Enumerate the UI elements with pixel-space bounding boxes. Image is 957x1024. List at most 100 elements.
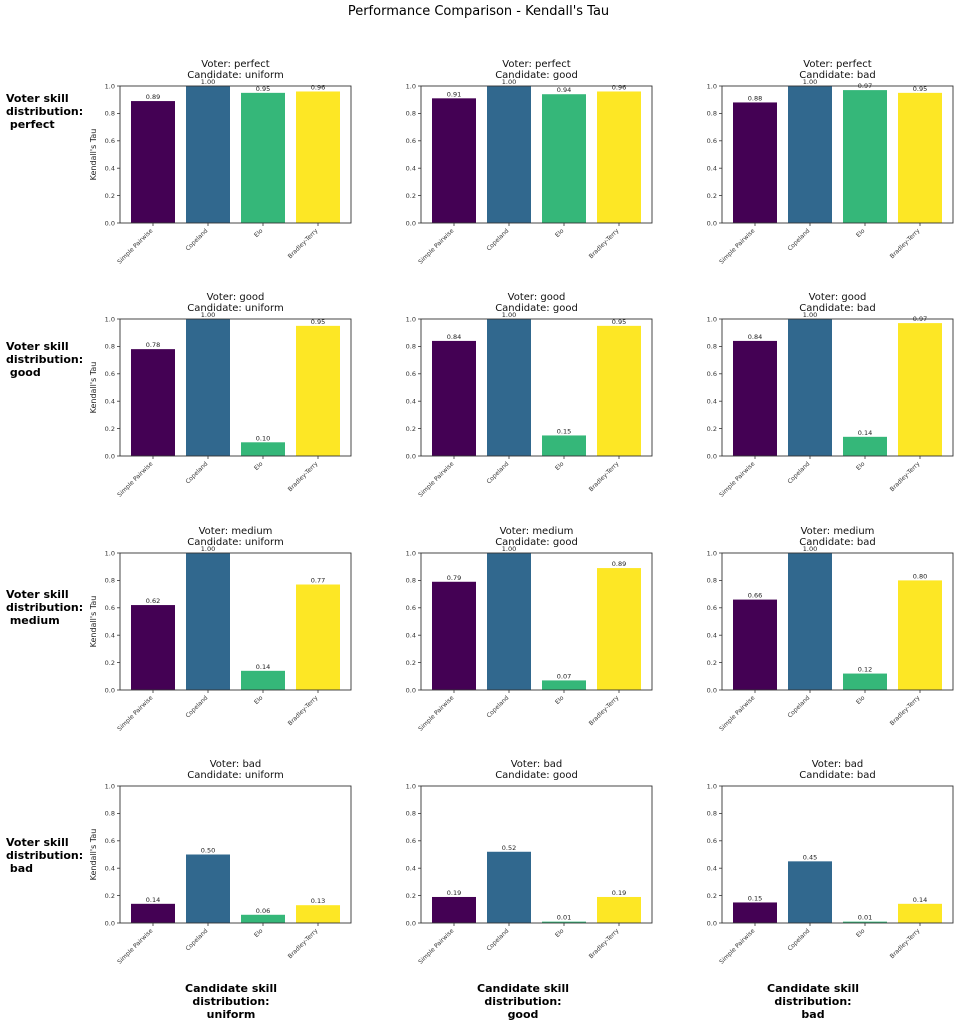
panel-title: Candidate: uniform bbox=[187, 70, 283, 81]
y-tick-label: 0.0 bbox=[707, 219, 717, 227]
x-tick-label: Bradley-Terry bbox=[889, 460, 922, 493]
data-label: 0.14 bbox=[913, 896, 927, 904]
y-tick-label: 0.4 bbox=[406, 165, 416, 173]
bar-copeland bbox=[788, 861, 832, 923]
y-tick-label: 0.4 bbox=[105, 632, 115, 640]
bar-copeland bbox=[487, 86, 531, 223]
bar-copeland bbox=[186, 553, 230, 690]
bar-bradley-terry bbox=[898, 580, 942, 690]
panel-title: Candidate: good bbox=[495, 70, 578, 81]
panel-title: Voter: perfect bbox=[502, 59, 571, 70]
y-tick-label: 0.6 bbox=[707, 604, 717, 612]
row-label-bad: Voter skill distribution: bad bbox=[6, 836, 84, 875]
bar-copeland bbox=[186, 86, 230, 223]
y-axis-label: Kendall's Tau bbox=[89, 596, 98, 648]
panel-title: Voter: bad bbox=[210, 759, 262, 770]
data-label: 0.88 bbox=[748, 94, 762, 102]
y-tick-label: 0.8 bbox=[707, 577, 717, 585]
bar-elo bbox=[843, 921, 887, 923]
y-tick-label: 0.6 bbox=[406, 370, 416, 378]
x-tick-label: Simple Pairwise bbox=[417, 927, 455, 965]
bar-simple-pairwise bbox=[131, 101, 175, 223]
x-tick-label: Copeland bbox=[184, 227, 209, 252]
bar-simple-pairwise bbox=[733, 902, 777, 923]
y-tick-label: 0.4 bbox=[105, 865, 115, 873]
x-tick-label: Bradley-Terry bbox=[588, 694, 621, 727]
x-tick-label: Copeland bbox=[485, 694, 510, 719]
panel-title: Candidate: bad bbox=[799, 537, 876, 548]
bar-copeland bbox=[788, 319, 832, 456]
y-tick-label: 1.0 bbox=[105, 82, 115, 90]
data-label: 0.94 bbox=[557, 86, 571, 94]
data-label: 0.01 bbox=[858, 914, 872, 922]
figure-title: Performance Comparison - Kendall's Tau bbox=[347, 4, 610, 19]
axes-frame bbox=[420, 318, 653, 457]
x-tick-label: Copeland bbox=[485, 227, 510, 252]
y-axis-label: Kendall's Tau bbox=[89, 129, 98, 181]
bar-bradley-terry bbox=[898, 92, 942, 223]
bar-simple-pairwise bbox=[131, 349, 175, 456]
data-label: 1.00 bbox=[502, 545, 516, 553]
y-tick-label: 1.0 bbox=[105, 549, 115, 557]
x-tick-label: Copeland bbox=[485, 927, 510, 952]
data-label: 0.96 bbox=[612, 83, 626, 91]
y-tick-label: 0.8 bbox=[707, 110, 717, 118]
x-tick-label: Simple Pairwise bbox=[718, 227, 756, 265]
y-tick-label: 0.2 bbox=[707, 192, 717, 200]
y-tick-label: 1.0 bbox=[406, 782, 416, 790]
panel-title: Candidate: bad bbox=[799, 770, 876, 781]
bar-elo bbox=[542, 680, 586, 690]
bar-simple-pairwise bbox=[131, 605, 175, 690]
bar-bradley-terry bbox=[296, 905, 340, 923]
panel-title: Voter: good bbox=[207, 292, 265, 303]
y-tick-label: 0.0 bbox=[105, 686, 115, 694]
y-tick-label: 1.0 bbox=[105, 782, 115, 790]
axes-frame bbox=[721, 785, 954, 924]
y-tick-label: 0.0 bbox=[105, 219, 115, 227]
bar-elo bbox=[241, 442, 285, 456]
bar-copeland bbox=[186, 854, 230, 923]
panel-title: Candidate: bad bbox=[799, 70, 876, 81]
axes-frame bbox=[119, 85, 352, 224]
x-tick-label: Elo bbox=[253, 694, 265, 706]
axes-frame bbox=[119, 552, 352, 691]
y-tick-label: 0.2 bbox=[105, 892, 115, 900]
y-tick-label: 0.0 bbox=[406, 219, 416, 227]
data-label: 1.00 bbox=[803, 545, 817, 553]
bar-bradley-terry bbox=[898, 323, 942, 456]
data-label: 0.50 bbox=[201, 847, 215, 855]
y-tick-label: 0.6 bbox=[406, 604, 416, 612]
y-tick-label: 1.0 bbox=[707, 782, 717, 790]
axes-frame bbox=[420, 552, 653, 691]
data-label: 0.06 bbox=[256, 907, 270, 915]
panel-title: Voter: perfect bbox=[803, 59, 872, 70]
panel-title: Voter: medium bbox=[801, 526, 875, 537]
y-tick-label: 0.0 bbox=[105, 919, 115, 927]
panel-title: Candidate: uniform bbox=[187, 770, 283, 781]
panel-title: Voter: medium bbox=[199, 526, 273, 537]
data-label: 0.19 bbox=[612, 889, 626, 897]
x-tick-label: Elo bbox=[554, 227, 566, 239]
col-label-bad: Candidate skill distribution: bad bbox=[767, 982, 859, 1021]
y-tick-label: 0.4 bbox=[707, 165, 717, 173]
data-label: 0.77 bbox=[311, 577, 325, 585]
axes-frame bbox=[119, 318, 352, 457]
bar-elo bbox=[542, 921, 586, 923]
x-tick-label: Elo bbox=[554, 694, 566, 706]
x-tick-label: Copeland bbox=[786, 460, 811, 485]
y-tick-label: 0.4 bbox=[707, 398, 717, 406]
data-label: 0.07 bbox=[557, 672, 571, 680]
data-label: 0.10 bbox=[256, 434, 270, 442]
data-label: 1.00 bbox=[502, 311, 516, 319]
y-tick-label: 0.4 bbox=[105, 165, 115, 173]
bar-simple-pairwise bbox=[432, 896, 476, 923]
bar-elo bbox=[843, 90, 887, 223]
data-label: 0.45 bbox=[803, 853, 817, 861]
y-tick-label: 0.8 bbox=[406, 810, 416, 818]
y-tick-label: 0.6 bbox=[707, 370, 717, 378]
axes-frame bbox=[119, 785, 352, 924]
panel-title: Candidate: good bbox=[495, 770, 578, 781]
panel-title: Candidate: good bbox=[495, 303, 578, 314]
bar-bradley-terry bbox=[597, 91, 641, 223]
